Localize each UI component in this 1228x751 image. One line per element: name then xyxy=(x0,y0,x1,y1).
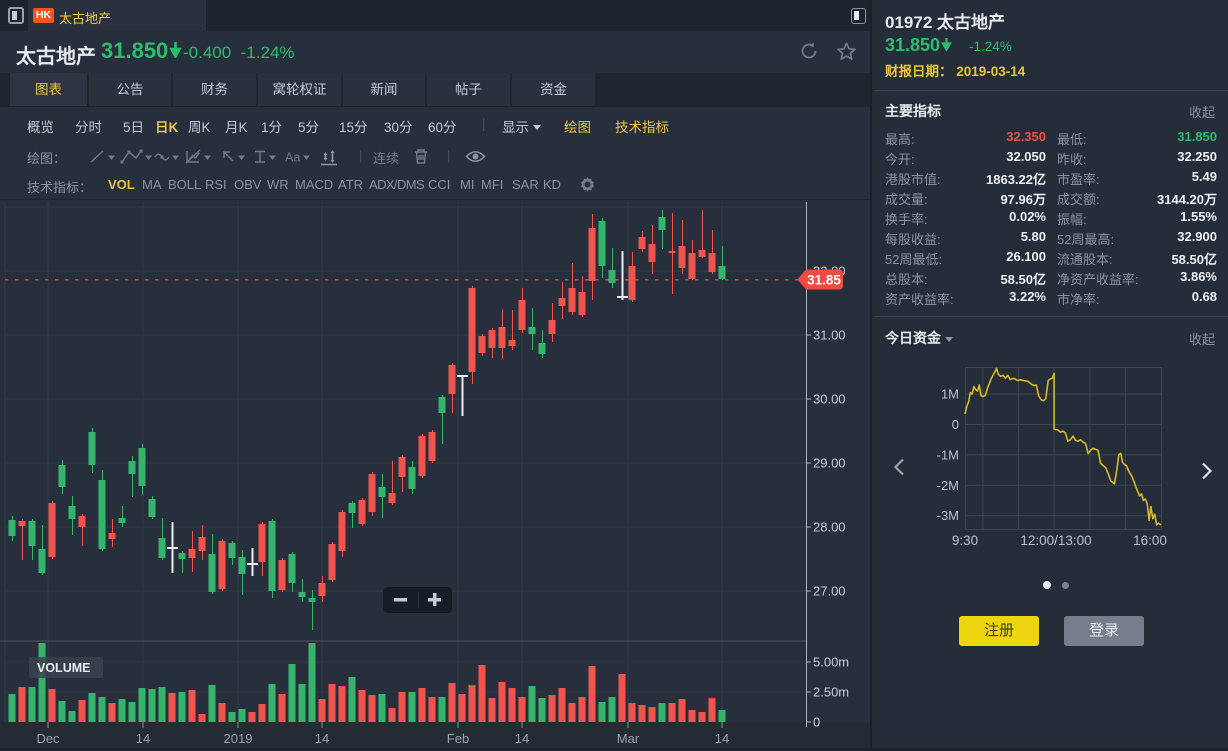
svg-text:2.50m: 2.50m xyxy=(813,685,849,700)
svg-text:0: 0 xyxy=(813,715,820,730)
svg-text:16:00: 16:00 xyxy=(1133,533,1167,548)
svg-text:30.00: 30.00 xyxy=(813,392,846,407)
svg-text:1M: 1M xyxy=(941,387,959,402)
svg-text:Mar: Mar xyxy=(617,731,640,746)
svg-text:12:00/13:00: 12:00/13:00 xyxy=(1020,533,1091,548)
svg-text:Feb: Feb xyxy=(447,731,469,746)
svg-text:0: 0 xyxy=(952,417,959,432)
svg-text:28.00: 28.00 xyxy=(813,520,846,535)
svg-text:Aa: Aa xyxy=(285,151,300,165)
svg-text:5.00m: 5.00m xyxy=(813,655,849,670)
svg-text:VOLUME: VOLUME xyxy=(37,661,90,675)
svg-text:14: 14 xyxy=(515,731,529,746)
svg-text:29.00: 29.00 xyxy=(813,456,846,471)
svg-text:27.00: 27.00 xyxy=(813,584,846,599)
svg-text:14: 14 xyxy=(715,731,729,746)
svg-text:-1M: -1M xyxy=(937,447,959,462)
svg-text:31.00: 31.00 xyxy=(813,328,846,343)
svg-text:-3M: -3M xyxy=(937,508,959,523)
svg-text:2019: 2019 xyxy=(224,731,253,746)
svg-text:14: 14 xyxy=(315,731,329,746)
svg-text:Dec: Dec xyxy=(36,731,60,746)
svg-text:-2M: -2M xyxy=(937,478,959,493)
svg-text:9:30: 9:30 xyxy=(952,533,978,548)
svg-text:14: 14 xyxy=(136,731,150,746)
svg-text:31.85: 31.85 xyxy=(807,273,841,288)
